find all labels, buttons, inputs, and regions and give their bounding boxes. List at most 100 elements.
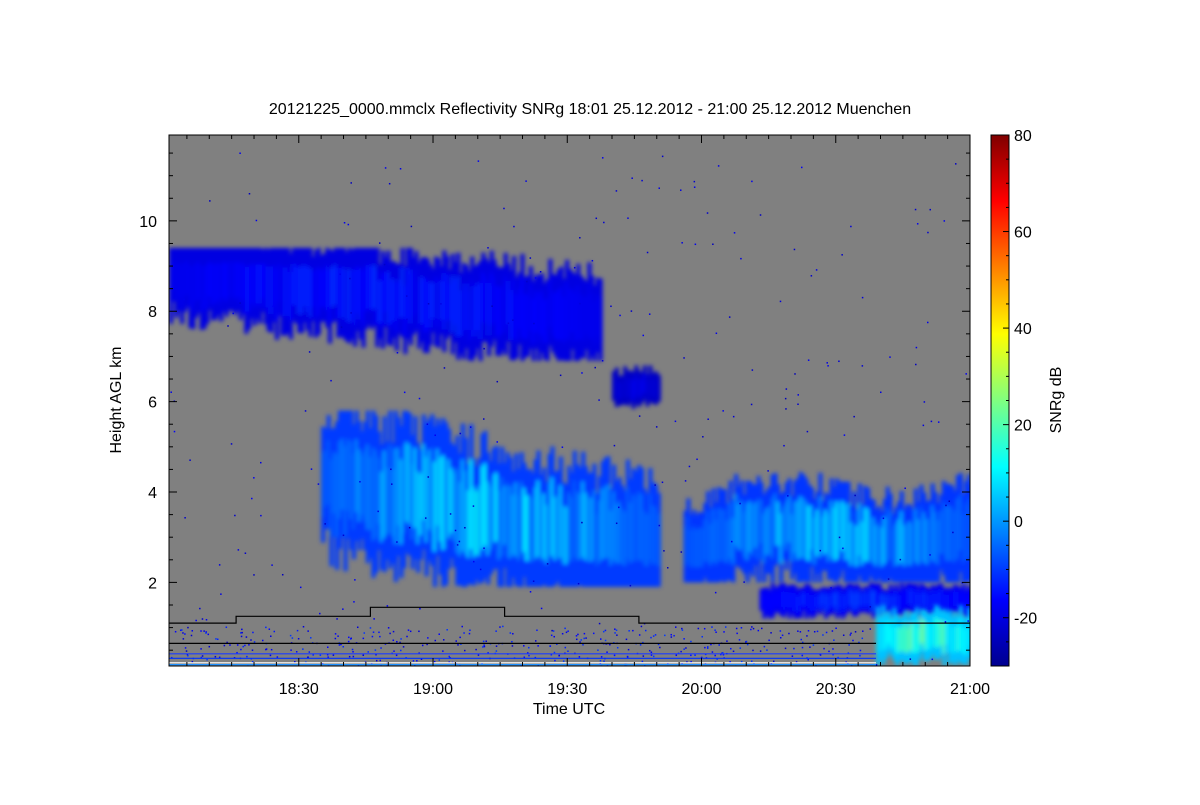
echo-core bbox=[832, 507, 837, 561]
noise-pixel bbox=[265, 626, 267, 629]
echo-feature bbox=[612, 365, 661, 409]
echo-core bbox=[897, 595, 902, 609]
noise-pixel bbox=[807, 359, 810, 361]
noise-pixel bbox=[252, 631, 254, 634]
echo-core bbox=[818, 594, 823, 609]
noise-pixel bbox=[784, 397, 787, 400]
echo-core bbox=[570, 497, 575, 562]
noise-pixel bbox=[631, 177, 633, 179]
noise-pixel bbox=[659, 646, 661, 649]
noise-pixel bbox=[602, 630, 605, 633]
echo-core bbox=[389, 279, 394, 328]
noise-pixel bbox=[816, 630, 819, 633]
noise-pixel bbox=[807, 630, 810, 632]
echo-core bbox=[520, 277, 525, 338]
noise-pixel bbox=[797, 394, 800, 396]
echo-core bbox=[773, 493, 778, 546]
echo-core bbox=[587, 284, 592, 340]
noise-pixel bbox=[628, 630, 630, 632]
echo-core bbox=[784, 501, 789, 551]
echo-core bbox=[509, 289, 514, 341]
echo-core bbox=[581, 481, 586, 558]
noise-pixel bbox=[850, 632, 852, 635]
echo-core bbox=[185, 261, 190, 295]
noise-pixel bbox=[592, 632, 595, 635]
echo-core bbox=[584, 492, 589, 561]
echo-core bbox=[275, 268, 279, 320]
noise-pixel bbox=[384, 167, 387, 169]
echo-core bbox=[456, 276, 461, 337]
echo-core bbox=[388, 445, 393, 534]
noise-pixel bbox=[740, 627, 743, 629]
noise-pixel bbox=[599, 638, 602, 640]
echo-core bbox=[944, 505, 949, 561]
echo-core bbox=[642, 373, 647, 393]
echo-core bbox=[402, 445, 407, 534]
echo-core bbox=[874, 525, 879, 567]
noise-pixel bbox=[680, 650, 682, 653]
noise-pixel bbox=[523, 645, 525, 647]
noise-pixel bbox=[567, 650, 569, 652]
echo-core bbox=[810, 595, 815, 612]
noise-pixel bbox=[815, 664, 817, 666]
noise-pixel bbox=[591, 259, 594, 262]
noise-pixel bbox=[223, 644, 226, 647]
echo-core bbox=[717, 507, 722, 562]
noise-pixel bbox=[199, 607, 201, 610]
echo-core bbox=[319, 269, 324, 308]
noise-pixel bbox=[767, 470, 769, 472]
noise-pixel bbox=[534, 277, 537, 279]
echo-core bbox=[639, 379, 644, 397]
echo-core bbox=[572, 480, 577, 557]
noise-pixel bbox=[482, 418, 485, 420]
echo-core bbox=[216, 262, 221, 301]
noise-pixel bbox=[558, 654, 561, 657]
noise-pixel bbox=[209, 200, 211, 202]
echo-core bbox=[294, 264, 299, 308]
noise-pixel bbox=[239, 302, 241, 304]
echo-core bbox=[522, 487, 527, 553]
noise-pixel bbox=[743, 581, 745, 583]
noise-pixel bbox=[779, 630, 782, 632]
echo-core bbox=[708, 523, 713, 566]
echo-core bbox=[573, 293, 578, 342]
noise-pixel bbox=[582, 644, 584, 646]
noise-pixel bbox=[948, 500, 951, 502]
noise-pixel bbox=[184, 633, 186, 635]
echo-core bbox=[291, 264, 296, 306]
noise-pixel bbox=[581, 372, 583, 374]
echo-core bbox=[612, 491, 617, 561]
echo-core bbox=[964, 596, 969, 613]
echo-core bbox=[321, 452, 326, 518]
noise-pixel bbox=[595, 217, 598, 220]
noise-pixel bbox=[201, 655, 204, 657]
echo-core bbox=[489, 271, 494, 326]
noise-pixel bbox=[809, 646, 811, 648]
echo-core bbox=[357, 449, 362, 522]
echo-core bbox=[852, 511, 857, 563]
echo-core bbox=[505, 481, 510, 558]
echo-core bbox=[874, 590, 879, 607]
echo-core bbox=[863, 507, 868, 562]
noise-pixel bbox=[838, 536, 841, 539]
echo-core bbox=[779, 590, 784, 609]
echo-core bbox=[553, 292, 558, 339]
noise-pixel bbox=[268, 628, 271, 630]
noise-pixel bbox=[403, 391, 406, 394]
noise-pixel bbox=[882, 517, 885, 520]
echo-core bbox=[970, 594, 974, 606]
echo-core bbox=[892, 619, 897, 650]
echo-core bbox=[177, 261, 182, 298]
echo-core bbox=[793, 501, 798, 554]
noise-pixel bbox=[642, 334, 645, 337]
echo-core bbox=[548, 278, 553, 327]
echo-core bbox=[425, 279, 430, 333]
echo-core bbox=[308, 267, 313, 318]
noise-pixel bbox=[549, 645, 552, 647]
echo-core bbox=[297, 266, 302, 315]
echo-core bbox=[435, 448, 440, 526]
noise-pixel bbox=[332, 654, 335, 656]
echo-core bbox=[579, 293, 584, 340]
echo-core bbox=[427, 450, 432, 530]
echo-core bbox=[495, 285, 500, 337]
